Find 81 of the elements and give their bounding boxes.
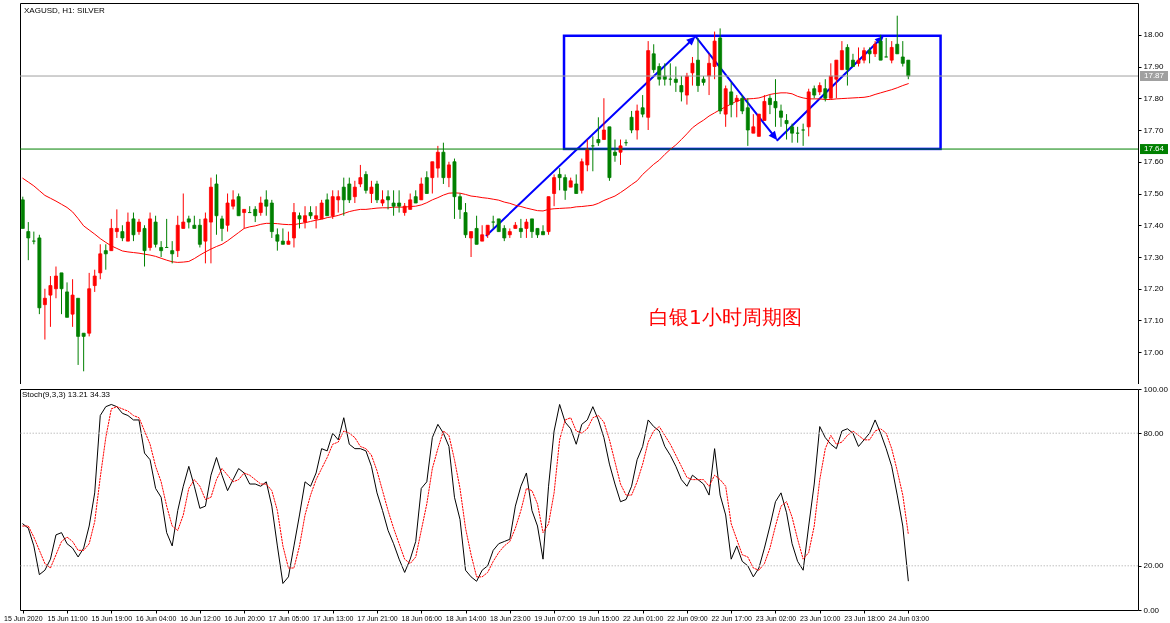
candlestick: [463, 202, 468, 239]
y-tick-label: 18.00: [1143, 30, 1165, 40]
y-tick-label: 17.00: [1143, 347, 1165, 357]
candlestick: [823, 78, 828, 102]
candlestick: [474, 215, 479, 245]
candlestick: [801, 123, 806, 147]
y-tick-label: 0.00: [1143, 605, 1160, 615]
candlestick: [114, 208, 119, 239]
candlestick: [878, 34, 883, 61]
candlestick: [70, 278, 75, 328]
candlestick: [690, 56, 695, 87]
y-tick-label: 80.00: [1143, 428, 1165, 438]
candlestick: [26, 221, 31, 261]
annotation: 白银1小时周期图: [649, 304, 802, 329]
candlestick: [386, 189, 390, 210]
candlestick: [236, 193, 241, 217]
candlestick: [352, 180, 357, 204]
y-tick-label: 17.20: [1143, 284, 1165, 294]
y-tick-label: 100.00: [1143, 384, 1169, 394]
candlestick: [303, 205, 307, 229]
y-tick-label: 17.80: [1143, 93, 1165, 103]
candlestick: [258, 196, 263, 217]
ref-line-label: 17.64: [1143, 144, 1165, 154]
candlestick: [895, 15, 900, 55]
candlestick: [574, 173, 579, 194]
candlestick: [679, 75, 684, 102]
chart-title: XAGUSD, H1: SILVER: [24, 6, 105, 15]
candlestick: [740, 94, 745, 115]
candlestick: [685, 72, 689, 106]
candlestick: [734, 94, 739, 118]
candlestick: [109, 218, 114, 252]
candlestick: [98, 243, 103, 280]
candlestick: [424, 170, 429, 194]
candlestick: [363, 170, 368, 194]
candlestick: [59, 272, 64, 315]
candlestick: [142, 224, 147, 268]
candlestick: [103, 243, 108, 271]
candlestick: [358, 164, 363, 188]
candlestick: [159, 240, 164, 258]
candlestick: [264, 189, 269, 217]
candlestick: [784, 113, 789, 141]
candlestick: [889, 40, 894, 64]
candlestick: [745, 97, 750, 147]
candlestick: [640, 94, 645, 118]
candlestick: [601, 97, 606, 141]
candlestick: [170, 240, 175, 264]
y-tick-label: 17.60: [1143, 157, 1165, 167]
candlestick: [518, 218, 523, 239]
y-tick-label: 17.70: [1143, 125, 1165, 135]
candlestick: [42, 288, 47, 341]
candlestick: [552, 173, 557, 207]
y-tick-label: 17.40: [1143, 220, 1165, 230]
candlestick: [131, 212, 136, 242]
candlestick: [369, 180, 374, 204]
candlestick: [673, 66, 678, 93]
candlestick: [419, 177, 424, 201]
y-tick-label: 17.30: [1143, 252, 1165, 262]
candlestick: [635, 104, 640, 141]
candlestick: [220, 215, 224, 242]
candlestick: [480, 224, 485, 242]
candlestick: [469, 231, 473, 258]
candlestick: [884, 37, 889, 58]
candlestick: [779, 104, 783, 128]
candlestick: [242, 208, 247, 229]
y-tick-label: 17.50: [1143, 189, 1165, 198]
candlestick: [153, 215, 158, 248]
y-tick-label: 17.10: [1143, 316, 1165, 325]
candlestick: [790, 123, 795, 144]
candlestick: [447, 161, 451, 188]
candlestick: [375, 180, 379, 204]
candlestick: [92, 269, 97, 293]
candlestick: [524, 218, 529, 239]
candlestick: [629, 110, 634, 134]
candlestick: [729, 81, 734, 118]
candlestick: [596, 116, 601, 147]
chart-title: Stoch(9,3,3) 13.21 34.33: [22, 390, 111, 399]
candlestick: [325, 193, 330, 217]
ref-line-label: 17.87: [1143, 71, 1165, 81]
y-tick-label: 17.90: [1143, 62, 1165, 71]
y-tick-label: 20.00: [1143, 561, 1165, 571]
candlestick: [126, 212, 130, 242]
